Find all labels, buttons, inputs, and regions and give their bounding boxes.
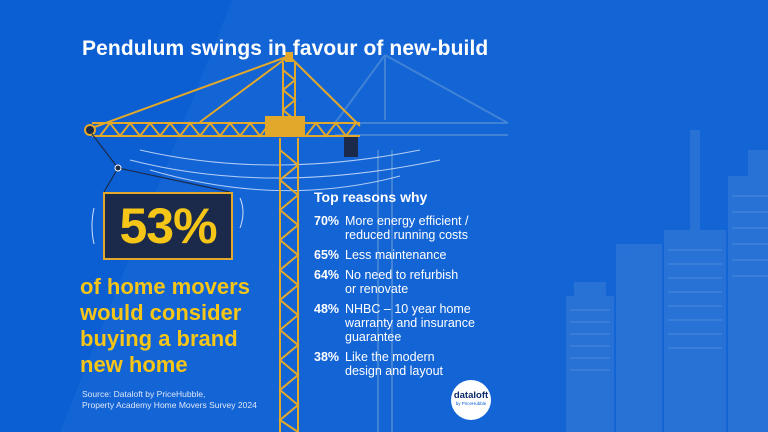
reason-percentage: 38%	[314, 350, 340, 364]
reason-line: More energy efficient /	[345, 214, 469, 228]
headline-line: would consider	[80, 300, 242, 325]
crane-counterweight	[344, 137, 358, 157]
skyline-windows	[570, 195, 768, 371]
crane-cab	[265, 116, 305, 136]
reasons-heading: Top reasons why	[314, 189, 428, 205]
source-line: Property Academy Home Movers Survey 2024	[82, 400, 257, 410]
reason-line: No need to refurbish	[345, 268, 459, 282]
reason-text: No need to refurbish or renovate	[345, 268, 514, 296]
reason-text: Less maintenance	[345, 248, 514, 262]
reason-item: 70% More energy efficient / reduced runn…	[314, 214, 514, 242]
main-crane	[91, 55, 361, 432]
crane-pulley	[84, 124, 96, 136]
swing-motion-lines	[129, 149, 441, 192]
cable-hook	[114, 164, 122, 172]
reason-text: More energy efficient / reduced running …	[345, 214, 514, 242]
hanging-sign	[103, 192, 233, 260]
headline-text: of home movers would consider buying a b…	[80, 274, 280, 378]
reason-percentage: 70%	[314, 214, 340, 228]
reason-line: guarantee	[345, 330, 402, 344]
reason-text: Like the modern design and layout	[345, 350, 514, 378]
page-title: Pendulum swings in favour of new-build	[82, 37, 489, 60]
reason-line: Like the modern	[345, 350, 435, 364]
reason-item: 38% Like the modern design and layout	[314, 350, 514, 378]
sign-swing-marks	[91, 197, 244, 245]
reasons-list: Top reasons why 70% More energy efficien…	[314, 189, 514, 384]
reason-line: NHBC – 10 year home	[345, 302, 471, 316]
headline-line: buying a brand	[80, 326, 238, 351]
reason-item: 64% No need to refurbish or renovate	[314, 268, 514, 296]
city-skyline	[566, 130, 768, 432]
crane-cables	[91, 133, 231, 193]
reason-percentage: 65%	[314, 248, 340, 262]
background-crane	[334, 54, 509, 432]
reason-line: Less maintenance	[345, 248, 447, 262]
reason-text: NHBC – 10 year home warranty and insuran…	[345, 302, 514, 344]
headline-statistic: 53%	[119, 198, 217, 254]
reason-percentage: 64%	[314, 268, 340, 282]
reason-line: reduced running costs	[345, 228, 468, 242]
source-note: Source: Dataloft by PriceHubble, Propert…	[82, 389, 257, 411]
logo-wordmark: dataloft	[453, 390, 489, 401]
logo-tagline: by PriceHubble	[455, 401, 487, 406]
reason-item: 48% NHBC – 10 year home warranty and ins…	[314, 302, 514, 344]
crane-peak	[285, 52, 293, 62]
headline-line: new home	[80, 352, 188, 377]
reason-line: design and layout	[345, 364, 443, 378]
dataloft-logo: dataloft by PriceHubble	[451, 380, 491, 420]
headline-line: of home movers	[80, 274, 250, 299]
source-line: Source: Dataloft by PriceHubble,	[82, 389, 206, 399]
reason-percentage: 48%	[314, 302, 340, 316]
reason-item: 65% Less maintenance	[314, 248, 514, 262]
reason-line: or renovate	[345, 282, 409, 296]
reason-line: warranty and insurance	[345, 316, 475, 330]
